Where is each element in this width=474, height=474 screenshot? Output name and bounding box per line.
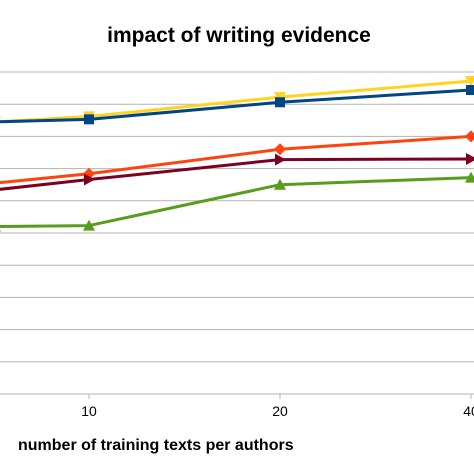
series-line [0, 88, 472, 124]
chart-title: impact of writing evidence [107, 24, 371, 47]
data-point [275, 153, 286, 166]
x-axis-label: number of training texts per authors [18, 437, 294, 454]
data-point [465, 171, 474, 183]
data-point [274, 178, 286, 190]
series-line [0, 79, 472, 124]
series-4 [0, 152, 474, 191]
data-point [0, 229, 1, 232]
data-point [0, 182, 1, 185]
data-point [466, 85, 474, 96]
x-tick-labels: 10 20 40 [81, 403, 474, 419]
data-point [0, 116, 1, 119]
series-line [0, 134, 472, 185]
x-tick-label: 40 [463, 403, 474, 419]
data-point [84, 173, 95, 186]
series-line [0, 157, 472, 191]
series-2 [0, 85, 474, 125]
data-point [83, 219, 95, 231]
data-point [275, 97, 285, 108]
series-line [0, 176, 472, 229]
data-point [84, 114, 94, 125]
series-group [0, 76, 474, 232]
series-5 [0, 171, 474, 232]
data-point [465, 76, 474, 88]
axes [0, 393, 474, 399]
x-tick-label: 20 [272, 403, 288, 419]
data-point [274, 143, 286, 156]
data-point [0, 189, 1, 191]
data-point [465, 130, 474, 143]
data-point [466, 152, 474, 165]
x-tick-label: 10 [81, 403, 97, 419]
